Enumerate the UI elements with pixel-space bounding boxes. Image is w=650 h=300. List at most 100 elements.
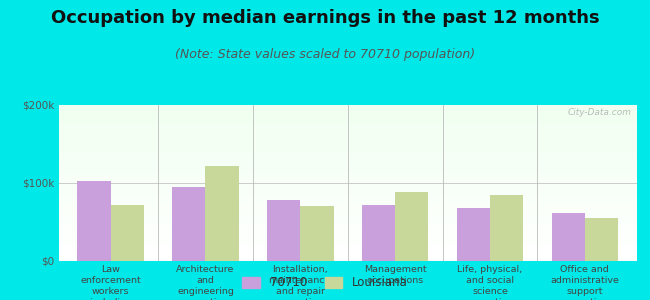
Bar (58, 238, 637, 239)
Bar (58, 252, 637, 253)
Text: Occupation by median earnings in the past 12 months: Occupation by median earnings in the pas… (51, 9, 599, 27)
Bar (58, 187, 637, 188)
Bar (58, 114, 637, 115)
Bar (58, 247, 637, 248)
Bar (457, 208, 490, 261)
Bar (58, 176, 637, 177)
Bar (58, 121, 637, 122)
Bar (58, 210, 637, 211)
Bar (58, 221, 637, 222)
Bar (58, 218, 637, 219)
Bar (58, 188, 637, 189)
Bar (58, 203, 637, 204)
Bar (58, 115, 637, 116)
Bar (58, 140, 637, 141)
Bar (58, 183, 637, 184)
Bar (58, 124, 637, 125)
Bar (58, 248, 637, 249)
Bar (58, 167, 637, 168)
Bar (58, 133, 637, 134)
Bar (58, 232, 637, 233)
Bar (58, 163, 637, 164)
Bar (58, 220, 637, 221)
Bar (58, 205, 637, 206)
Bar (58, 202, 637, 203)
Bar (58, 160, 637, 161)
Bar (58, 178, 637, 179)
Bar (172, 187, 205, 261)
Bar (58, 235, 637, 236)
Bar (58, 256, 637, 257)
Bar (58, 199, 637, 200)
Bar (58, 147, 637, 148)
Bar (58, 169, 637, 170)
Bar (395, 192, 428, 261)
Bar (58, 110, 637, 111)
Bar (58, 113, 637, 114)
Bar (58, 120, 637, 121)
Bar (58, 231, 637, 232)
Bar (58, 196, 637, 197)
Bar (58, 154, 637, 155)
Bar (58, 245, 637, 246)
Bar (58, 130, 637, 131)
Bar (58, 206, 637, 207)
Bar (58, 105, 637, 106)
Bar (58, 201, 637, 202)
Legend: 70710, Louisiana: 70710, Louisiana (238, 272, 412, 294)
Bar (58, 255, 637, 256)
Bar (58, 142, 637, 143)
Bar (58, 137, 637, 138)
Bar (58, 168, 637, 169)
Bar (77, 181, 110, 261)
Bar (58, 107, 637, 108)
Bar (58, 152, 637, 153)
Bar (58, 197, 637, 198)
Bar (58, 217, 637, 218)
Bar (58, 257, 637, 258)
Bar (58, 149, 637, 150)
Bar (58, 228, 637, 229)
Bar (58, 122, 637, 123)
Bar (58, 246, 637, 247)
Bar (58, 136, 637, 137)
Bar (58, 129, 637, 130)
Text: (Note: State values scaled to 70710 population): (Note: State values scaled to 70710 popu… (175, 48, 475, 61)
Bar (58, 198, 637, 199)
Bar (58, 243, 637, 244)
Bar (58, 202, 637, 203)
Bar (58, 249, 637, 250)
Bar (58, 244, 637, 245)
Bar (58, 189, 637, 190)
Bar (58, 144, 637, 145)
Bar (58, 195, 637, 196)
Bar (58, 250, 637, 251)
Bar (58, 117, 637, 118)
Bar (58, 239, 637, 240)
Bar (58, 214, 637, 215)
Bar (58, 207, 637, 208)
Bar (58, 193, 637, 194)
Bar (58, 173, 637, 174)
Bar (58, 190, 637, 191)
Bar (58, 134, 637, 135)
Bar (58, 112, 637, 113)
Text: City-Data.com: City-Data.com (567, 108, 631, 117)
Bar (58, 116, 637, 117)
Bar (205, 166, 239, 261)
Bar (58, 224, 637, 225)
Bar (58, 165, 637, 166)
Bar (58, 150, 637, 151)
Bar (585, 218, 618, 261)
Bar (58, 225, 637, 226)
Bar (58, 139, 637, 140)
Bar (58, 240, 637, 241)
Bar (58, 238, 637, 239)
Bar (58, 184, 637, 185)
Bar (58, 164, 637, 165)
Bar (58, 180, 637, 181)
Bar (58, 174, 637, 175)
Bar (58, 156, 637, 157)
Bar (58, 253, 637, 254)
Bar (58, 186, 637, 187)
